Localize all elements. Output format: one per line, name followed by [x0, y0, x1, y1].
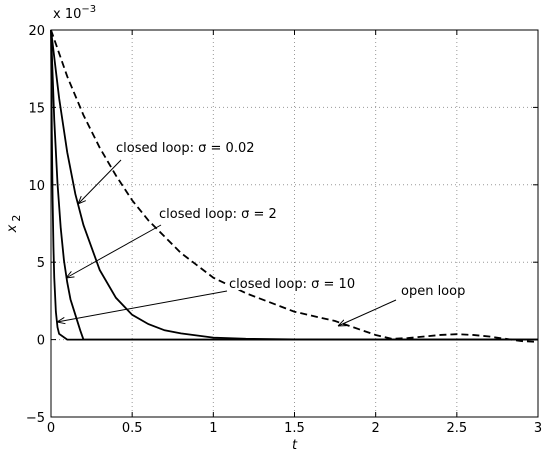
series-line — [50, 29, 539, 341]
annotation: closed loop: σ = 2 — [159, 207, 277, 222]
annotation: open loop — [401, 284, 465, 299]
y-tick-label: 0 — [37, 334, 45, 349]
y-multiplier: x 10−3 — [53, 4, 96, 22]
y-axis-label: x2 — [5, 215, 23, 234]
annotation-arrow — [66, 224, 162, 278]
y-tick-label: 5 — [37, 256, 45, 271]
plot-frame — [50, 29, 539, 418]
series-line — [50, 29, 539, 343]
y-tick-label: 10 — [28, 179, 45, 194]
x-tick-label: 3 — [534, 421, 542, 436]
x-tick-label: 1.5 — [284, 421, 305, 436]
y-tick-label: 20 — [28, 24, 45, 39]
y-tick-label: −5 — [26, 411, 45, 426]
y-multiplier-exponent: −3 — [81, 4, 96, 15]
x-axis-label: t — [292, 438, 298, 453]
x-tick-label: 0.5 — [122, 421, 143, 436]
x-tick-label: 2.5 — [446, 421, 467, 436]
x-tick-label: 0 — [47, 421, 55, 436]
annotation-arrow — [57, 290, 228, 322]
series-line — [50, 29, 538, 341]
y-multiplier-base: x 10 — [53, 7, 81, 22]
y-tick-label: 15 — [28, 101, 45, 116]
annotation: closed loop: σ = 0.02 — [116, 141, 255, 156]
x-tick-label: 1 — [209, 421, 217, 436]
annotation-arrow — [78, 159, 122, 204]
annotation-arrow — [338, 299, 397, 326]
annotation: closed loop: σ = 10 — [229, 277, 355, 292]
series-line — [50, 29, 538, 341]
x-tick-label: 2 — [372, 421, 380, 436]
y-axis-label-base: x — [5, 224, 20, 233]
y-axis-label-subscript: 2 — [10, 215, 23, 222]
